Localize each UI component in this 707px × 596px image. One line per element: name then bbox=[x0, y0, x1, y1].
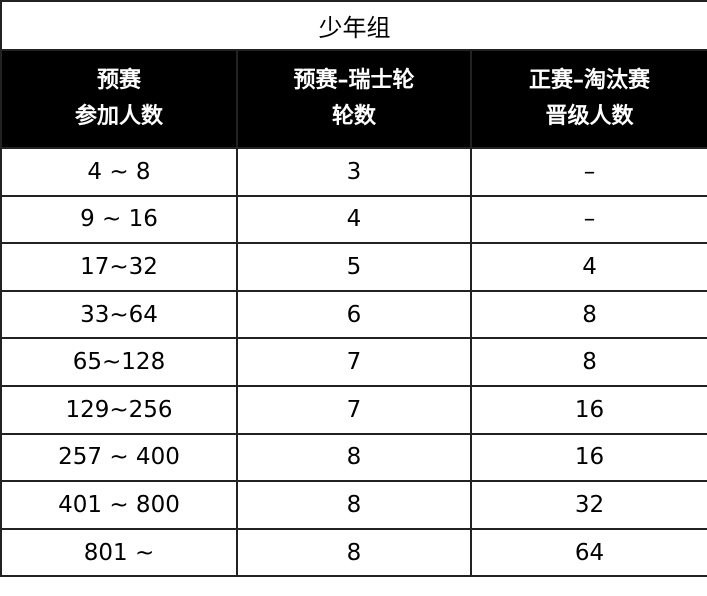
table-row: 17~32 5 4 bbox=[0, 242, 707, 292]
rounds-cell: 5 bbox=[236, 242, 472, 292]
participants-cell: 129~256 bbox=[0, 384, 238, 435]
advance-cell: 8 bbox=[469, 337, 707, 387]
rounds-cell: 8 bbox=[236, 527, 472, 578]
table-row: 801 ~8 64 bbox=[0, 527, 707, 578]
table-row: 4 ~ 8 3– bbox=[0, 147, 707, 197]
participants-cell: 17~32 bbox=[0, 242, 238, 292]
advance-cell: 8 bbox=[469, 289, 707, 340]
advance-cell: 64 bbox=[469, 527, 707, 578]
participants-cell: 257 ~ 400 bbox=[0, 432, 238, 483]
rounds-cell: 3 bbox=[236, 147, 472, 197]
rounds-cell: 6 bbox=[236, 289, 472, 340]
rounds-cell: 8 bbox=[236, 480, 472, 530]
rounds-cell: 7 bbox=[236, 337, 472, 387]
advance-cell: 4 bbox=[469, 242, 707, 292]
table-row: 9 ~ 16 4– bbox=[0, 194, 707, 245]
table-row: 33~64 6 8 bbox=[0, 289, 707, 340]
rounds-cell: 4 bbox=[236, 194, 472, 245]
header-swiss-rounds: 预赛–瑞士轮 轮数 bbox=[236, 49, 472, 149]
advance-cell: – bbox=[469, 194, 707, 245]
table-row: 65~128 7 8 bbox=[0, 337, 707, 387]
participants-cell: 33~64 bbox=[0, 289, 238, 340]
header-participants: 预赛 参加人数 bbox=[0, 49, 238, 149]
participants-cell: 4 ~ 8 bbox=[0, 147, 238, 197]
advance-cell: 32 bbox=[469, 480, 707, 530]
table-row: 129~256 7 16 bbox=[0, 384, 707, 435]
bracket-table: 少年组 预赛 参加人数 预赛–瑞士轮 轮数 正赛–淘汰赛 晋级人数 4 ~ 8 3–9 … bbox=[0, 0, 707, 578]
rounds-cell: 7 bbox=[236, 384, 472, 435]
advance-cell: – bbox=[469, 147, 707, 197]
advance-cell: 16 bbox=[469, 384, 707, 435]
participants-cell: 65~128 bbox=[0, 337, 238, 387]
rounds-cell: 8 bbox=[236, 432, 472, 483]
participants-cell: 401 ~ 800 bbox=[0, 480, 238, 530]
advance-cell: 16 bbox=[469, 432, 707, 483]
participants-cell: 9 ~ 16 bbox=[0, 194, 238, 245]
table-row: 257 ~ 400 8 16 bbox=[0, 432, 707, 483]
header-row: 预赛 参加人数 预赛–瑞士轮 轮数 正赛–淘汰赛 晋级人数 bbox=[0, 49, 707, 149]
table-title: 少年组 bbox=[0, 0, 707, 51]
header-knockout-advance: 正赛–淘汰赛 晋级人数 bbox=[469, 49, 707, 149]
participants-cell: 801 ~ bbox=[0, 527, 238, 578]
table-row: 401 ~ 800 8 32 bbox=[0, 480, 707, 530]
